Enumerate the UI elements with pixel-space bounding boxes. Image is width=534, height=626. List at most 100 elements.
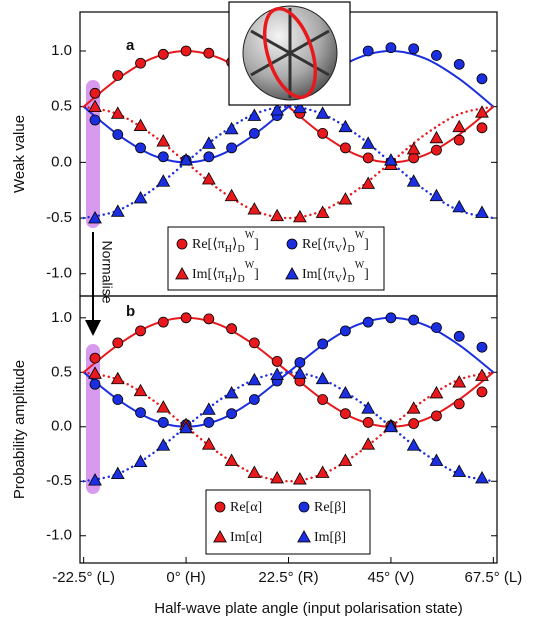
marker-circle [203, 313, 215, 325]
marker-circle [180, 312, 192, 324]
legend-marker [175, 266, 189, 280]
marker-triangle [315, 106, 330, 119]
marker-triangle [133, 118, 148, 131]
marker-triangle [156, 174, 171, 187]
marker-triangle [247, 465, 262, 478]
marker-circle [362, 316, 374, 328]
marker-triangle [361, 176, 376, 189]
marker-triangle [270, 367, 284, 380]
y-tick-label: 1.0 [51, 309, 72, 326]
legend-marker [176, 238, 188, 250]
x-tick-label: -22.5° (L) [52, 569, 115, 586]
marker-circle [362, 152, 374, 164]
y-tick-label: 0.5 [51, 98, 72, 115]
marker-circle [226, 408, 237, 420]
y-tick-label: -0.5 [46, 472, 72, 489]
marker-triangle [201, 402, 216, 415]
marker-circle [476, 73, 488, 85]
legend-label: Im[β] [314, 530, 346, 545]
marker-circle [112, 70, 124, 81]
marker-triangle [406, 438, 421, 451]
y-tick-label: -1.0 [46, 265, 72, 282]
x-tick-label: 22.5° (R) [258, 569, 318, 586]
marker-circle [248, 337, 260, 349]
marker-triangle [110, 466, 125, 479]
marker-triangle [452, 464, 467, 477]
y-axis-label: Probability amplitude [11, 360, 28, 499]
marker-triangle [475, 205, 489, 218]
marker-circle [203, 417, 215, 428]
marker-circle [248, 127, 260, 139]
marker-triangle [247, 108, 262, 121]
marker-triangle [429, 188, 444, 202]
marker-circle [157, 417, 169, 428]
marker-triangle [406, 141, 421, 155]
marker-triangle [338, 385, 353, 399]
y-tick-label: 0.5 [51, 363, 72, 380]
marker-triangle [361, 136, 376, 149]
panel-label: a [126, 37, 135, 54]
theory-curve [82, 371, 495, 483]
annotation: Normalise [99, 240, 115, 303]
marker-circle [476, 386, 488, 398]
marker-circle [385, 42, 397, 54]
marker-circle [226, 323, 237, 335]
marker-triangle [270, 208, 284, 222]
marker-triangle [338, 119, 353, 133]
marker-triangle [201, 172, 216, 185]
panel-label: b [126, 303, 135, 320]
marker-triangle [293, 472, 307, 485]
marker-circle [248, 394, 260, 405]
legend-label: Im[⟨πH​⟩D​W​] [192, 260, 259, 285]
y-tick-label: 0.0 [51, 418, 72, 435]
marker-circle [476, 122, 488, 134]
marker-circle [408, 418, 420, 429]
marker-triangle [156, 438, 171, 451]
y-axis-label: Weak value [11, 115, 28, 193]
legend-label: Im[α] [230, 530, 262, 545]
marker-circle [135, 325, 146, 337]
marker-circle [112, 129, 124, 140]
marker-triangle [452, 375, 467, 388]
y-tick-label: 0.0 [51, 153, 72, 170]
marker-circle [340, 325, 351, 337]
marker-circle [203, 47, 215, 59]
marker-circle [340, 142, 351, 154]
legend-label: Im[⟨πV​⟩D​W​] [302, 260, 369, 285]
marker-triangle [247, 372, 262, 386]
marker-circle [89, 352, 101, 364]
marker-circle [135, 57, 146, 69]
sphere-axis [250, 29, 330, 77]
marker-circle [203, 151, 215, 163]
legend-marker [286, 238, 298, 250]
marker-circle [385, 312, 397, 324]
marker-circle [431, 144, 442, 156]
marker-triangle [293, 366, 307, 379]
marker-triangle [361, 401, 376, 414]
marker-triangle [133, 454, 148, 468]
marker-triangle [224, 385, 239, 399]
marker-circle [89, 87, 101, 99]
marker-triangle [338, 192, 353, 205]
legend-marker [285, 266, 299, 280]
marker-circle [112, 394, 124, 405]
marker-circle [408, 43, 420, 55]
legend-label: Re[β] [314, 500, 346, 515]
sphere-inset [228, 1, 351, 106]
marker-triangle [315, 465, 330, 478]
legend-marker [214, 501, 226, 513]
marker-triangle [384, 419, 398, 433]
marker-circle [157, 48, 169, 60]
marker-circle [89, 114, 101, 126]
x-tick-label: 0° (H) [166, 569, 205, 586]
marker-triangle [224, 453, 239, 466]
marker-circle [89, 378, 101, 390]
marker-circle [431, 50, 442, 61]
marker-triangle [133, 190, 148, 204]
marker-triangle [315, 371, 330, 385]
marker-circle [317, 127, 329, 139]
marker-circle [408, 152, 420, 164]
marker-triangle [179, 153, 193, 166]
marker-circle [112, 337, 124, 349]
marker-triangle [133, 383, 148, 397]
